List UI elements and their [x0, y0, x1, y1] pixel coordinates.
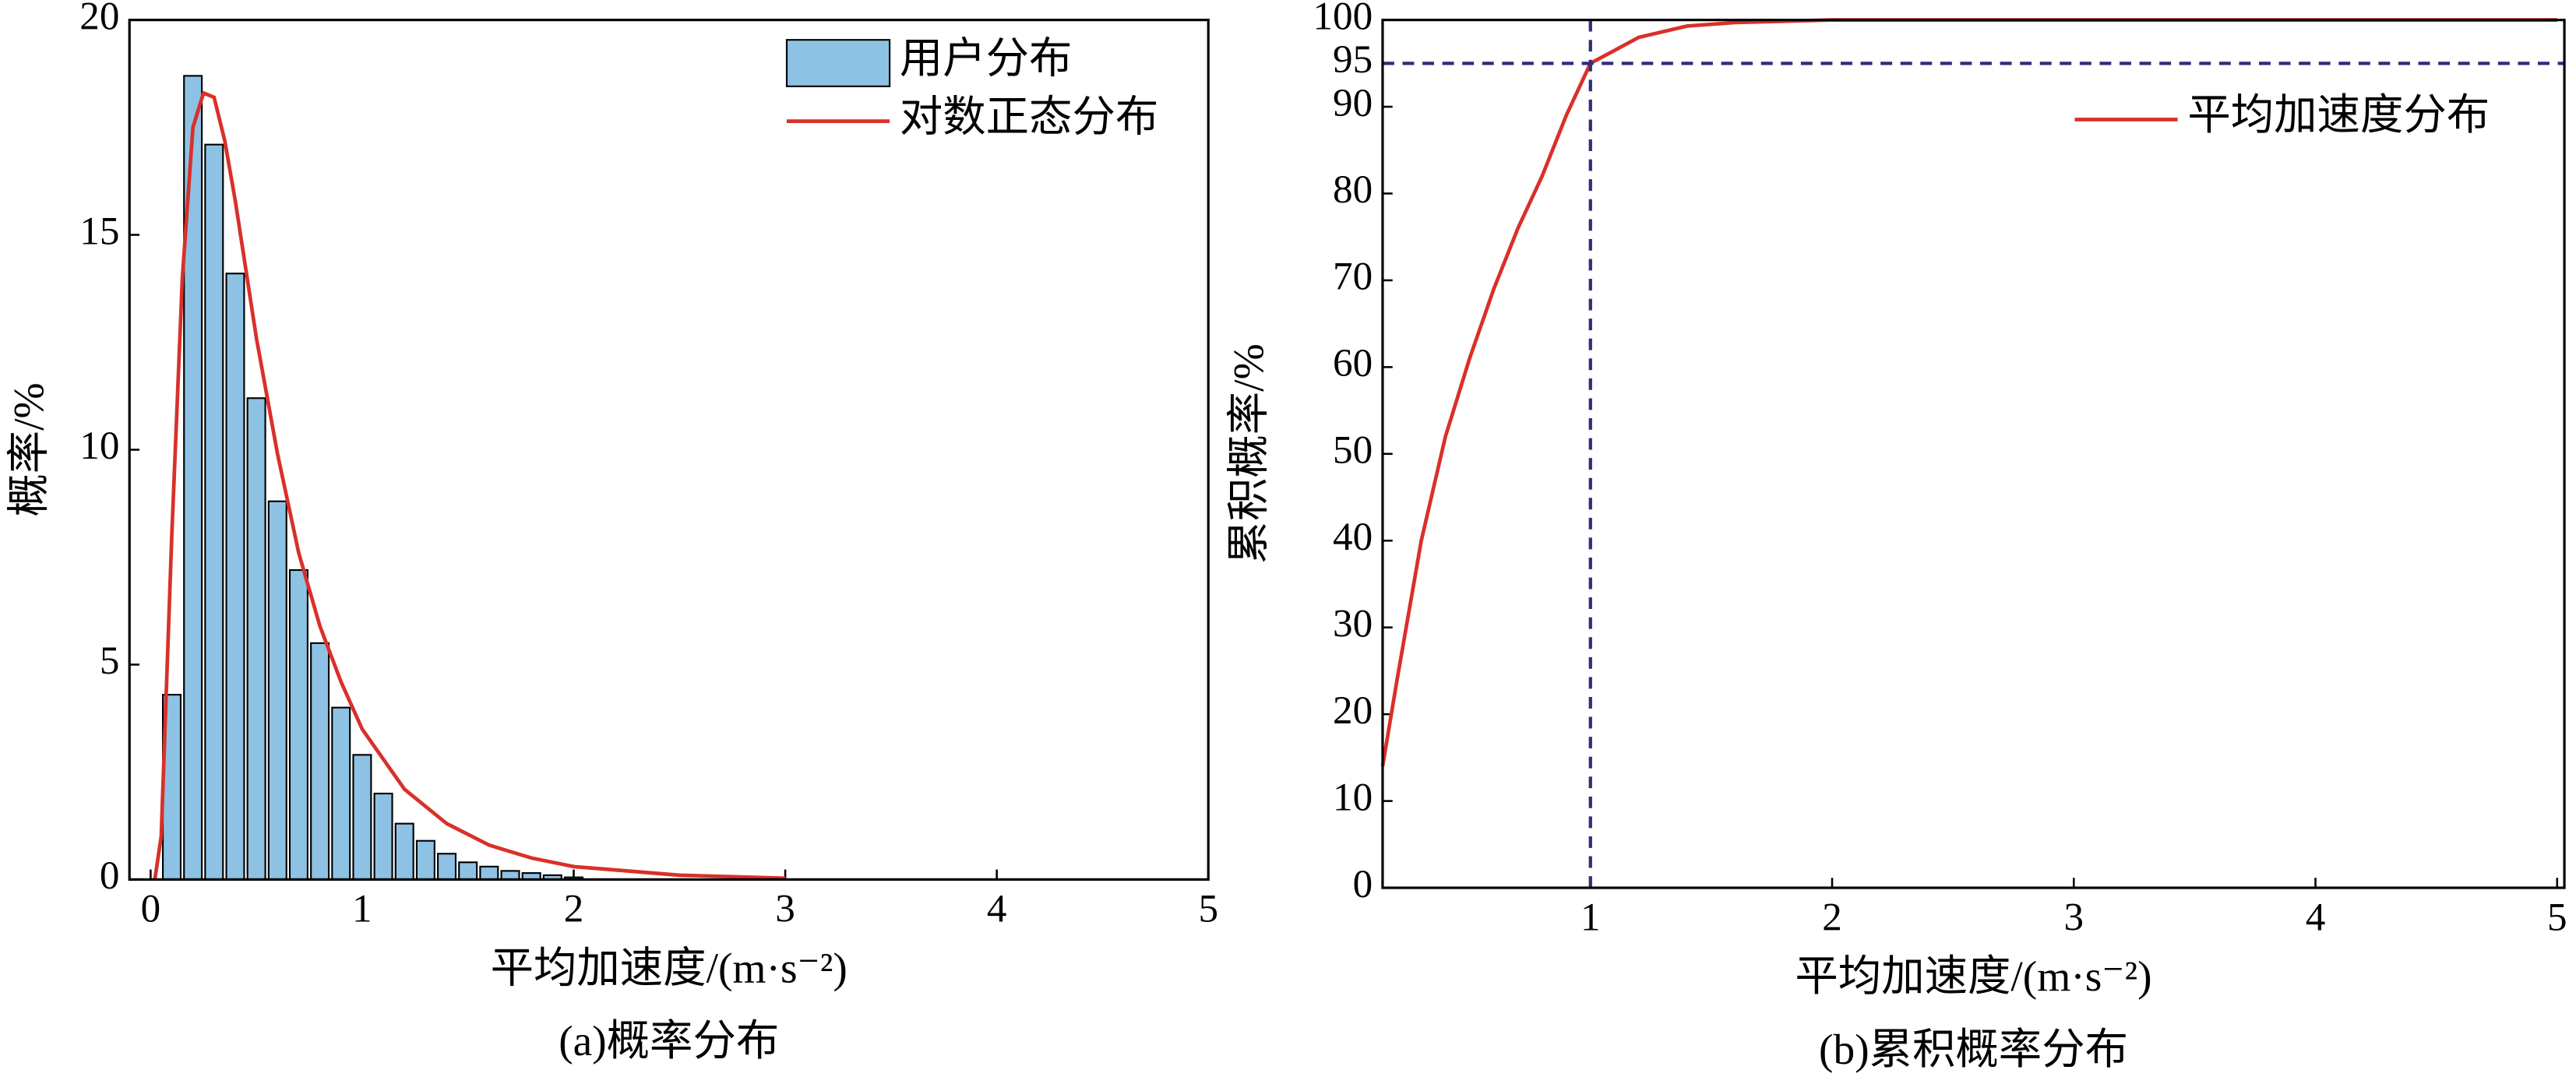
y-tick-label: 80	[1333, 167, 1373, 212]
caption: (b)累积概率分布	[1819, 1026, 2128, 1073]
legend-label: 对数正态分布	[900, 93, 1158, 140]
bar	[437, 853, 457, 881]
x-tick-label: 1	[352, 887, 372, 931]
x-tick-label: 1	[1580, 895, 1601, 939]
legend-label: 用户分布	[900, 35, 1073, 83]
y-tick-label: 40	[1333, 515, 1373, 559]
x-axis-label: 平均加速度/(m·s⁻²)	[1795, 952, 2151, 1000]
x-tick-label: 0	[141, 887, 161, 931]
bar	[373, 792, 393, 881]
legend-swatch	[785, 39, 891, 87]
y-tick-label: 5	[100, 639, 120, 683]
bar	[225, 273, 245, 881]
bar	[204, 143, 224, 881]
bar	[500, 870, 520, 881]
x-tick-label: 2	[564, 887, 584, 931]
y-tick-label: 15	[79, 209, 119, 253]
legend-label: 平均加速度分布	[2187, 91, 2490, 139]
y-tick-label: 10	[79, 424, 119, 468]
x-tick-label: 4	[987, 887, 1007, 931]
y-axis-label: 概率/%	[5, 382, 52, 516]
y-tick-label: 10	[1333, 775, 1373, 819]
bar	[246, 397, 266, 881]
y-tick-label: 0	[1353, 862, 1373, 906]
x-axis-label: 平均加速度/(m·s⁻²)	[491, 944, 848, 991]
bar	[394, 822, 414, 881]
plot-frame	[1381, 19, 2566, 889]
y-tick-label: 20	[79, 0, 119, 38]
y-tick-label: 95	[1333, 37, 1373, 82]
y-tick-label: 30	[1333, 601, 1373, 646]
y-tick-label: 20	[1333, 688, 1373, 733]
bar	[352, 754, 372, 881]
bar	[415, 839, 435, 881]
y-axis-label: 累积概率/%	[1225, 343, 1272, 564]
bar	[288, 568, 308, 881]
bar	[458, 861, 478, 881]
x-tick-label: 4	[2306, 895, 2326, 939]
y-tick-label: 50	[1333, 428, 1373, 473]
bar	[331, 706, 351, 881]
x-tick-label: 5	[1198, 887, 1218, 931]
y-tick-label: 70	[1333, 255, 1373, 299]
line	[1380, 18, 2557, 767]
y-tick-label: 90	[1333, 81, 1373, 125]
caption: (a)概率分布	[559, 1017, 779, 1065]
x-tick-label: 3	[2063, 895, 2084, 939]
x-tick-label: 3	[775, 887, 795, 931]
line	[153, 90, 786, 881]
x-tick-label: 5	[2547, 895, 2567, 939]
x-tick-label: 2	[1822, 895, 1842, 939]
y-tick-label: 60	[1333, 341, 1373, 385]
plot-frame	[128, 19, 1210, 881]
bar	[310, 642, 330, 881]
y-tick-label: 0	[100, 854, 120, 898]
bar	[267, 500, 287, 881]
bar	[479, 865, 499, 881]
y-tick-label: 100	[1313, 0, 1373, 38]
